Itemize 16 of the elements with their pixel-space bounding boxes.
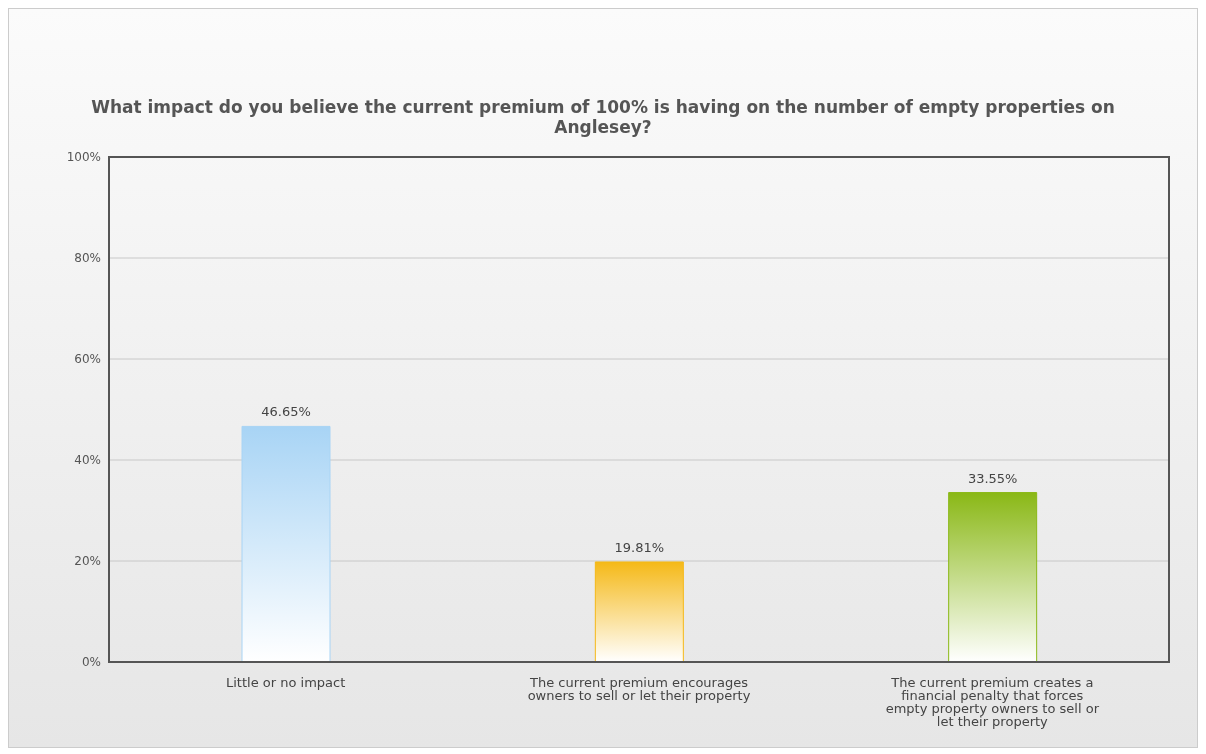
y-tick-label: 20% [74, 554, 101, 569]
bar [948, 492, 1038, 662]
chart-title: What impact do you believe the current premium of 100% is having on the number of empty properties on Anglesey? [90, 97, 1116, 137]
x-tick-label: The current premium creates a financial penalty that forces empty property owners to sell or let their property [885, 675, 1100, 730]
x-tick-label: Little or no impact [226, 675, 346, 691]
bar [594, 561, 684, 662]
y-tick-label: 100% [66, 150, 101, 165]
y-tick-label: 60% [74, 352, 101, 367]
y-tick-label: 80% [74, 251, 101, 266]
data-label: 19.81% [614, 539, 665, 555]
y-tick-label: 40% [74, 453, 101, 468]
x-tick-label: The current premium encourages owners to sell or let their property [527, 675, 751, 704]
data-label: 46.65% [261, 404, 311, 420]
data-label: 33.55% [967, 470, 1018, 486]
y-tick-label: 0% [81, 655, 101, 670]
bar [241, 425, 331, 662]
